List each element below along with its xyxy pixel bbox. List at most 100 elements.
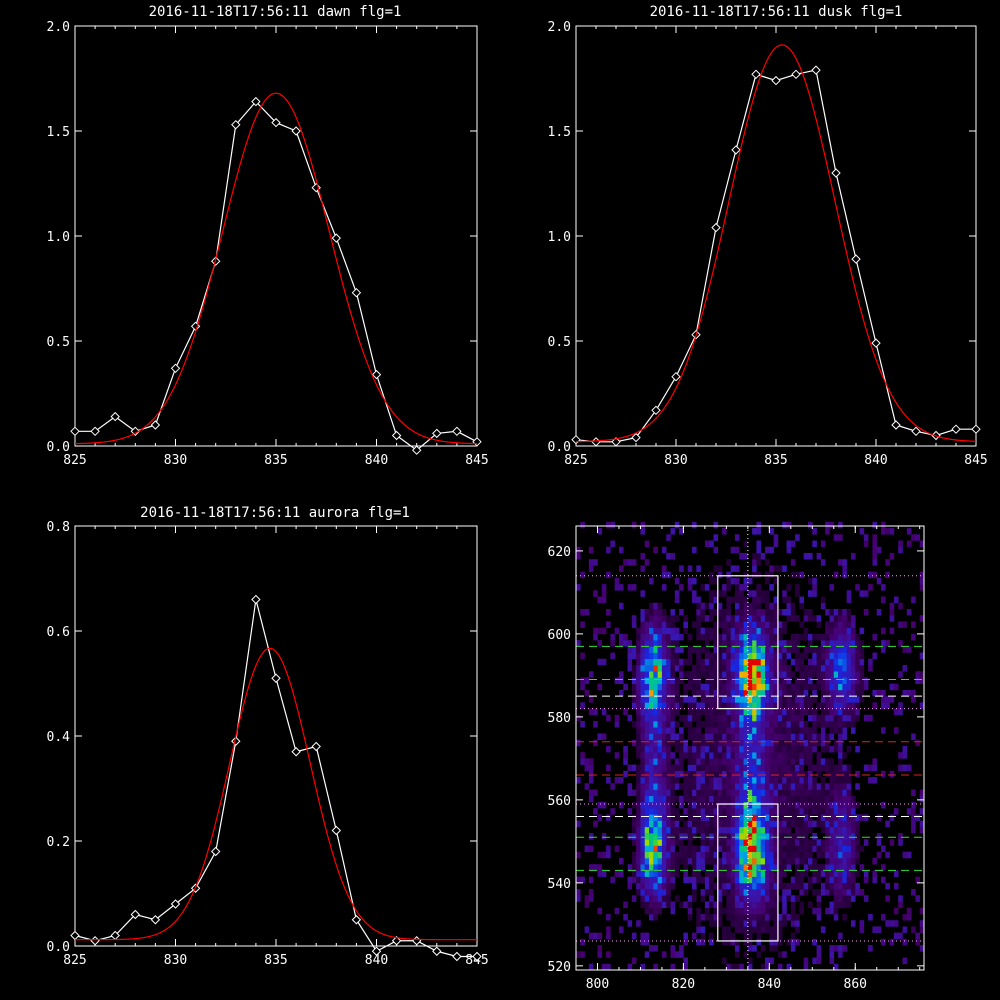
heatmap-cell xyxy=(760,652,766,660)
heatmap-cell xyxy=(777,702,783,709)
heatmap-cell xyxy=(803,851,809,859)
heatmap-cell xyxy=(769,770,774,778)
heatmap-cell xyxy=(838,615,843,622)
heatmap-cell xyxy=(790,752,796,759)
heatmap-cell xyxy=(902,752,908,759)
heatmap-cell xyxy=(790,671,796,678)
heatmap-cell xyxy=(747,640,753,647)
heatmap-cell xyxy=(786,745,792,753)
heatmap-cell xyxy=(773,615,779,622)
heatmap-cell xyxy=(756,851,762,859)
heatmap-cell xyxy=(739,714,744,722)
heatmap-cell xyxy=(674,764,680,772)
heatmap-cell xyxy=(661,584,667,591)
heatmap-cell xyxy=(704,584,710,591)
heatmap-cell xyxy=(782,696,787,703)
heatmap-cell xyxy=(722,870,727,877)
heatmap-cell xyxy=(653,665,658,672)
heatmap-cell xyxy=(743,876,749,884)
heatmap-cell xyxy=(661,739,667,747)
heatmap-cell xyxy=(773,926,779,933)
heatmap-cell xyxy=(782,565,787,572)
heatmap-cell xyxy=(666,820,671,828)
heatmap-cell xyxy=(739,795,744,803)
gaussian-fit-line xyxy=(575,44,977,443)
data-point xyxy=(170,899,181,909)
heatmap-cell xyxy=(636,739,641,747)
heatmap-cell xyxy=(825,640,830,647)
heatmap-cell xyxy=(829,945,835,952)
heatmap-cell xyxy=(777,857,783,865)
heatmap-cell xyxy=(825,876,830,884)
heatmap-cell xyxy=(730,876,736,884)
heatmap-cell xyxy=(722,633,727,641)
heatmap-cell xyxy=(760,727,766,734)
heatmap-cell xyxy=(795,646,800,653)
heatmap-cell xyxy=(717,683,723,691)
heatmap-cell xyxy=(670,789,676,797)
heatmap-cell xyxy=(679,528,684,535)
heatmap-cell xyxy=(850,714,856,722)
heatmap-cell xyxy=(692,689,697,697)
heatmap-cell xyxy=(803,826,809,834)
heatmap-cell xyxy=(640,826,646,834)
heatmap-cell xyxy=(786,665,792,672)
heatmap-cell xyxy=(795,926,800,933)
heatmap-cell xyxy=(709,783,714,790)
heatmap-cell xyxy=(777,652,783,660)
heatmap-cell xyxy=(756,733,762,741)
heatmap-cell xyxy=(713,820,719,828)
heatmap-cell xyxy=(808,714,813,722)
heatmap-cell xyxy=(704,758,710,765)
heatmap-cell xyxy=(829,584,835,591)
heatmap-cell xyxy=(679,764,684,772)
heatmap-cell xyxy=(576,889,581,896)
heatmap-cell xyxy=(842,702,847,709)
heatmap-cell xyxy=(855,702,860,709)
heatmap-cell xyxy=(692,895,697,902)
heatmap-cell xyxy=(756,689,762,697)
heatmap-cell xyxy=(653,652,658,660)
heatmap-cell xyxy=(829,795,835,803)
heatmap-cell xyxy=(666,777,671,784)
heatmap-cell xyxy=(833,857,839,865)
heatmap-cell xyxy=(881,627,886,635)
heatmap-cell xyxy=(747,733,753,741)
heatmap-cell xyxy=(747,870,753,877)
heatmap-cell xyxy=(825,845,830,853)
heatmap-cell xyxy=(580,702,585,709)
heatmap-cell xyxy=(829,826,835,834)
heatmap-cell xyxy=(653,833,658,840)
heatmap-cell xyxy=(790,658,796,666)
heatmap-cell xyxy=(760,752,766,759)
heatmap-cell xyxy=(795,758,800,765)
heatmap-cell xyxy=(777,708,783,716)
heatmap-cell xyxy=(808,608,813,616)
heatmap-cell xyxy=(614,870,620,877)
heatmap-cell xyxy=(795,633,800,641)
heatmap-cell xyxy=(722,739,727,747)
heatmap-cell xyxy=(679,702,684,709)
heatmap-cell xyxy=(739,702,744,709)
heatmap-cell xyxy=(734,945,740,952)
heatmap-cell xyxy=(739,689,744,697)
heatmap-cell xyxy=(666,683,671,691)
heatmap-cell xyxy=(743,795,749,803)
heatmap-cell xyxy=(704,808,710,815)
heatmap-cell xyxy=(722,727,727,734)
heatmap-cell xyxy=(747,727,753,734)
heatmap-cell xyxy=(631,814,637,821)
heatmap-cell xyxy=(915,677,921,684)
heatmap-cell xyxy=(825,652,830,660)
heatmap-cell xyxy=(696,733,701,741)
heatmap-cell xyxy=(709,658,714,666)
heatmap-cell xyxy=(816,789,822,797)
heatmap-cell xyxy=(696,752,701,759)
heatmap-cell xyxy=(863,839,869,846)
heatmap-cell xyxy=(657,907,663,915)
heatmap-cell xyxy=(730,721,736,728)
heatmap-cell xyxy=(773,882,779,890)
heatmap-cell xyxy=(640,789,646,797)
heatmap-cell xyxy=(773,839,779,846)
heatmap-cell xyxy=(769,926,774,933)
